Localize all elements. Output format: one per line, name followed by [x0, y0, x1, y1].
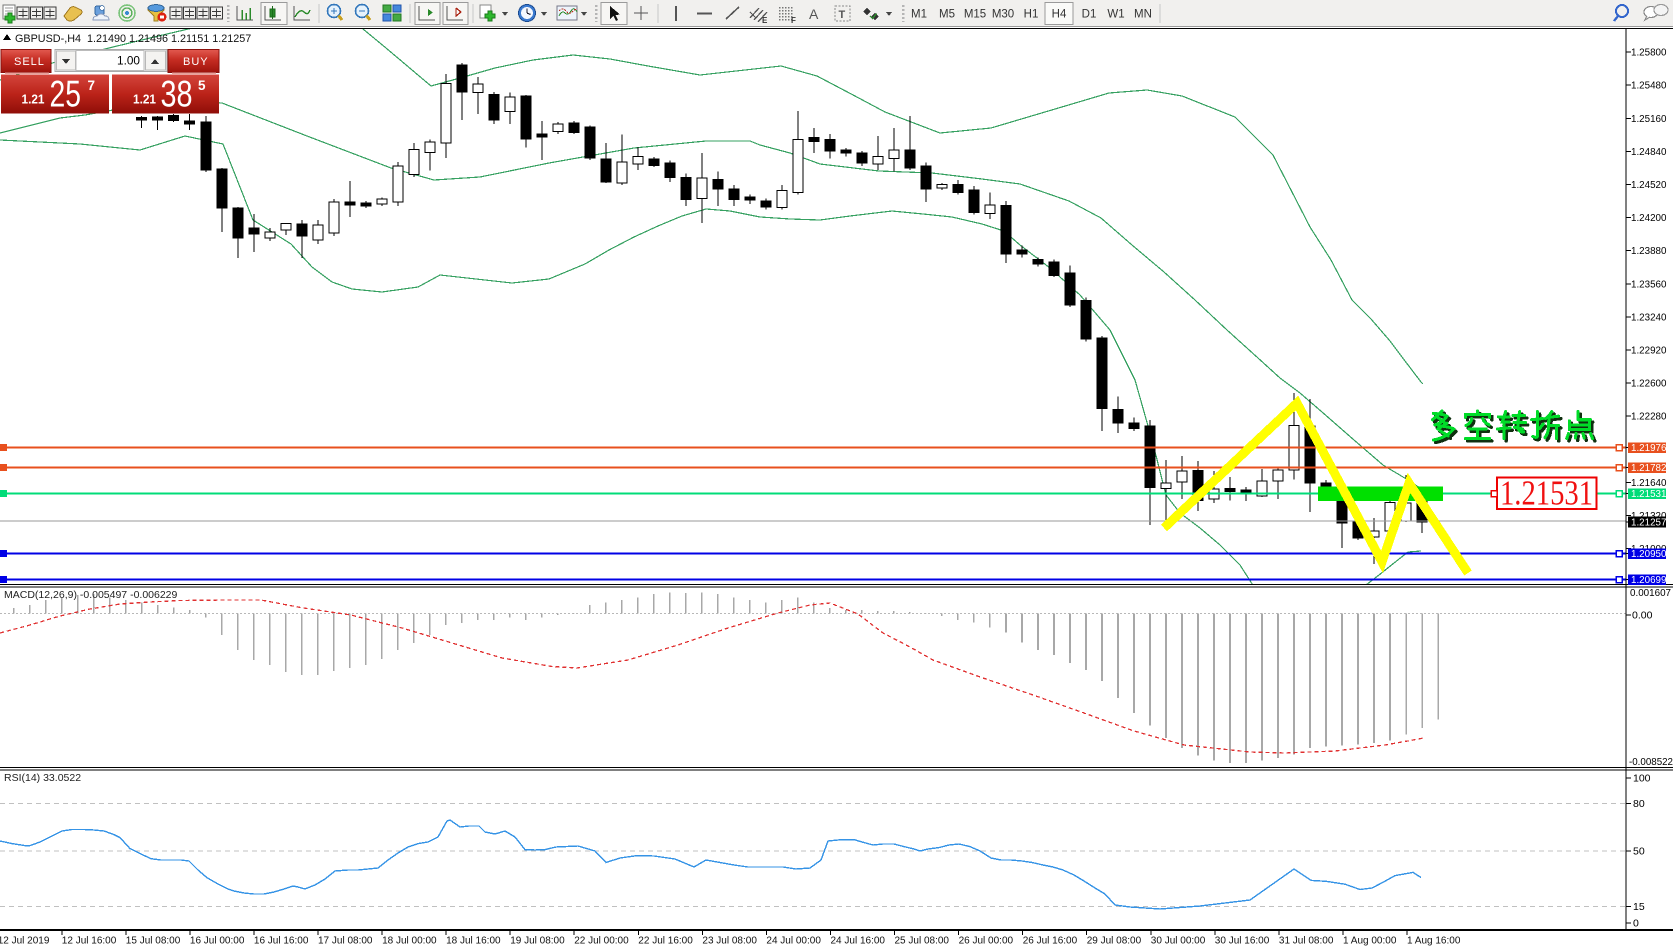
svg-text:MN: MN: [1134, 9, 1152, 21]
svg-text:25: 25: [50, 74, 82, 115]
svg-text:1.20699: 1.20699: [1631, 575, 1666, 586]
svg-text:1.20950: 1.20950: [1631, 549, 1667, 560]
svg-text:GBPUSD-,H4 1.21490 1.21496 1.: GBPUSD-,H4 1.21490 1.21496 1.21151 1.212…: [15, 33, 251, 45]
svg-text:22 Jul 16:00: 22 Jul 16:00: [638, 936, 693, 947]
svg-text:1.21: 1.21: [22, 92, 45, 107]
svg-text:15 Jul 08:00: 15 Jul 08:00: [126, 936, 181, 947]
svg-text:T: T: [839, 9, 846, 21]
svg-text:1.25480: 1.25480: [1631, 81, 1667, 92]
svg-text:18 Jul 00:00: 18 Jul 00:00: [382, 936, 437, 947]
svg-text:1.25160: 1.25160: [1631, 114, 1667, 125]
svg-text:50: 50: [1633, 845, 1645, 857]
svg-text:H4: H4: [1052, 9, 1067, 21]
svg-text:1.22920: 1.22920: [1631, 346, 1667, 357]
svg-text:18 Jul 16:00: 18 Jul 16:00: [446, 936, 501, 947]
svg-text:1.21531: 1.21531: [1631, 489, 1666, 500]
svg-text:1.25800: 1.25800: [1631, 48, 1667, 59]
svg-text:19 Jul 08:00: 19 Jul 08:00: [510, 936, 565, 947]
svg-text:22 Jul 00:00: 22 Jul 00:00: [574, 936, 629, 947]
svg-text:SELL: SELL: [14, 56, 45, 68]
svg-text:29 Jul 08:00: 29 Jul 08:00: [1087, 936, 1142, 947]
svg-text:0.001607: 0.001607: [1630, 587, 1671, 599]
svg-text:1.23880: 1.23880: [1631, 246, 1667, 257]
svg-text:24 Jul 16:00: 24 Jul 16:00: [831, 936, 886, 947]
svg-text:80: 80: [1633, 798, 1645, 810]
svg-text:1.21257: 1.21257: [1631, 518, 1666, 529]
svg-text:12 Jul 2019: 12 Jul 2019: [0, 936, 50, 947]
svg-text:W1: W1: [1107, 9, 1124, 21]
svg-text:16 Jul 00:00: 16 Jul 00:00: [190, 936, 245, 947]
svg-text:1.21782: 1.21782: [1631, 463, 1666, 474]
svg-text:0.00: 0.00: [1632, 610, 1653, 622]
svg-text:H1: H1: [1024, 9, 1039, 21]
svg-text:25 Jul 08:00: 25 Jul 08:00: [895, 936, 950, 947]
svg-text:1.23560: 1.23560: [1631, 279, 1667, 290]
svg-text:E: E: [762, 16, 768, 25]
svg-text:RSI(14) 33.0522: RSI(14) 33.0522: [4, 772, 81, 784]
svg-text:30 Jul 00:00: 30 Jul 00:00: [1151, 936, 1206, 947]
svg-text:0: 0: [1633, 918, 1639, 930]
svg-text:BUY: BUY: [183, 56, 209, 68]
svg-text:1.21531: 1.21531: [1500, 474, 1593, 513]
svg-text:1.22280: 1.22280: [1631, 412, 1667, 423]
svg-text:16 Jul 16:00: 16 Jul 16:00: [254, 936, 309, 947]
svg-text:1.21320: 1.21320: [1631, 511, 1667, 522]
svg-text:A: A: [809, 6, 819, 22]
svg-text:1.00: 1.00: [117, 54, 140, 68]
svg-text:F: F: [791, 16, 796, 25]
svg-text:23 Jul 08:00: 23 Jul 08:00: [702, 936, 757, 947]
svg-text:31 Jul 08:00: 31 Jul 08:00: [1279, 936, 1334, 947]
svg-text:1 Aug 16:00: 1 Aug 16:00: [1407, 936, 1461, 947]
svg-text:1.21: 1.21: [133, 92, 156, 107]
svg-text:30 Jul 16:00: 30 Jul 16:00: [1215, 936, 1270, 947]
svg-text:26 Jul 00:00: 26 Jul 00:00: [959, 936, 1014, 947]
svg-text:1.21976: 1.21976: [1631, 443, 1667, 454]
svg-text:M15: M15: [964, 9, 986, 21]
svg-text:-0.008522: -0.008522: [1629, 756, 1673, 768]
svg-text:24 Jul 00:00: 24 Jul 00:00: [766, 936, 821, 947]
svg-text:1.24520: 1.24520: [1631, 180, 1667, 191]
svg-text:1.21640: 1.21640: [1631, 478, 1667, 489]
svg-text:M5: M5: [939, 9, 955, 21]
svg-text:38: 38: [161, 74, 193, 115]
svg-text:1.24200: 1.24200: [1631, 213, 1667, 224]
svg-text:15: 15: [1633, 901, 1645, 913]
svg-text:1.23240: 1.23240: [1631, 312, 1667, 323]
svg-text:MACD(12,26,9) -0.005497 -0.006: MACD(12,26,9) -0.005497 -0.006229: [4, 589, 178, 601]
svg-text:1 Aug 00:00: 1 Aug 00:00: [1343, 936, 1397, 947]
svg-text:M1: M1: [911, 9, 927, 21]
svg-text:17 Jul 08:00: 17 Jul 08:00: [318, 936, 373, 947]
svg-text:7: 7: [88, 78, 96, 93]
svg-text:100: 100: [1633, 773, 1651, 785]
svg-text:M30: M30: [992, 9, 1014, 21]
svg-text:D1: D1: [1082, 9, 1097, 21]
svg-text:26 Jul 16:00: 26 Jul 16:00: [1023, 936, 1078, 947]
svg-text:1.22600: 1.22600: [1631, 379, 1667, 390]
svg-text:1.24840: 1.24840: [1631, 147, 1667, 158]
svg-text:5: 5: [198, 78, 206, 93]
svg-text:12 Jul 16:00: 12 Jul 16:00: [62, 936, 117, 947]
